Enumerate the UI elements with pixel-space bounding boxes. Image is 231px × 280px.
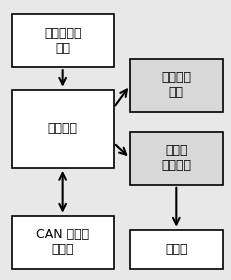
Text: 机械锁
驱动模块: 机械锁 驱动模块 — [161, 144, 191, 172]
Text: 机械锁: 机械锁 — [164, 243, 187, 256]
Bar — [12, 14, 113, 67]
Bar — [129, 132, 222, 185]
Text: CAN 总线接
口单元: CAN 总线接 口单元 — [36, 228, 89, 256]
Text: 霍尔传感器
模块: 霍尔传感器 模块 — [44, 27, 81, 55]
Text: 微控制器: 微控制器 — [47, 122, 77, 135]
Bar — [12, 90, 113, 168]
Text: 语音提示
模块: 语音提示 模块 — [161, 71, 191, 99]
Bar — [12, 216, 113, 269]
Bar — [129, 230, 222, 269]
Bar — [129, 59, 222, 112]
